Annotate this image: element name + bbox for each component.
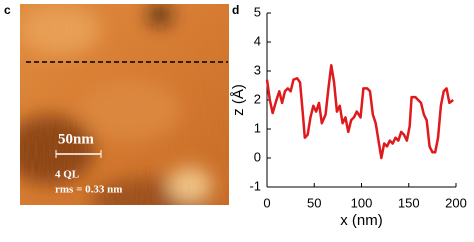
x-tick-label: 50 — [307, 195, 321, 210]
y-tick-label: 4 — [254, 33, 261, 48]
x-tick-label: 150 — [398, 195, 420, 210]
y-tick-label: 2 — [254, 91, 261, 106]
scale-bar-label: 50nm — [58, 131, 94, 147]
y-tick-label: 3 — [254, 62, 261, 77]
thickness-label: 4 QL — [55, 169, 79, 181]
x-axis-label: x (nm) — [340, 212, 383, 229]
afm-image — [20, 4, 229, 205]
y-tick-label: 5 — [254, 4, 261, 19]
x-tick-label: 200 — [445, 195, 467, 210]
panel-label: c — [4, 3, 11, 17]
rms-label: rms = 0.33 nm — [55, 184, 122, 196]
y-tick-label: -1 — [249, 178, 261, 193]
y-axis-label: z (Å) — [230, 84, 247, 116]
panel-label: d — [232, 3, 239, 17]
y-tick-label: 1 — [254, 120, 261, 135]
y-tick-label: 0 — [254, 149, 261, 164]
data-line — [265, 63, 454, 160]
x-tick-label: 0 — [263, 195, 270, 210]
x-tick-label: 100 — [351, 195, 373, 210]
